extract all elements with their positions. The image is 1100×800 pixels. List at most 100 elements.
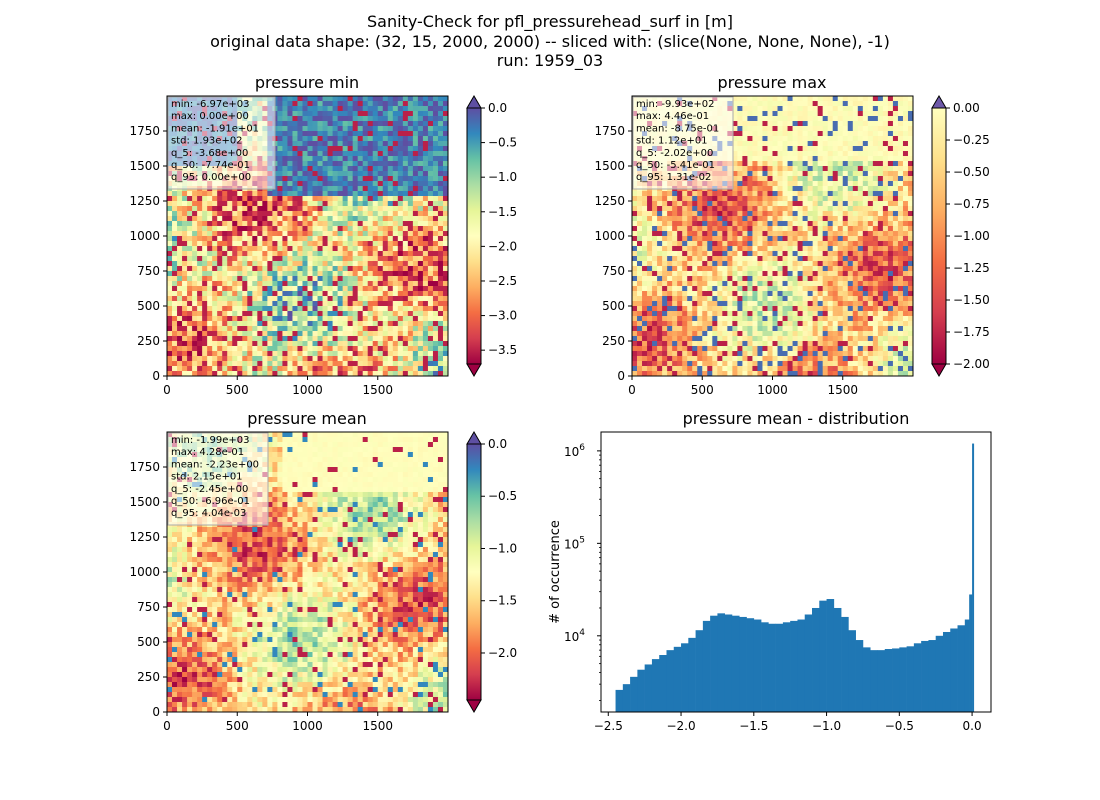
heatmap-cell bbox=[307, 371, 313, 377]
heatmap-cell bbox=[287, 311, 293, 317]
heatmap-cell bbox=[902, 241, 909, 247]
heatmap-cell bbox=[187, 356, 193, 362]
heatmap-cell bbox=[232, 361, 238, 367]
heatmap-cell bbox=[332, 256, 339, 262]
heatmap-cell bbox=[287, 116, 293, 122]
heatmap-cell bbox=[207, 261, 213, 267]
heatmap-cell bbox=[282, 271, 288, 277]
heatmap-cell bbox=[262, 231, 268, 237]
heatmap-cell bbox=[282, 281, 288, 287]
heatmap-cell bbox=[337, 281, 344, 287]
heatmap-cell bbox=[852, 131, 859, 137]
heatmap-cell bbox=[347, 221, 354, 227]
heatmap-cell bbox=[407, 151, 414, 157]
heatmap-cell bbox=[742, 191, 748, 197]
heatmap-cell bbox=[317, 251, 323, 257]
heatmap-cell bbox=[327, 291, 333, 297]
heatmap-cell bbox=[422, 371, 429, 377]
heatmap-cell bbox=[647, 206, 653, 212]
heatmap-cell bbox=[772, 191, 778, 197]
heatmap-cell bbox=[402, 181, 409, 187]
heatmap-cell bbox=[747, 241, 753, 247]
heatmap-cell bbox=[417, 286, 424, 292]
heatmap-cell bbox=[692, 221, 698, 227]
heatmap-cell bbox=[407, 111, 414, 117]
heatmap-cell bbox=[312, 276, 318, 282]
heatmap-cell bbox=[837, 101, 844, 107]
heatmap-cell bbox=[267, 261, 273, 267]
heatmap-cell bbox=[392, 181, 399, 187]
heatmap-cell bbox=[682, 191, 688, 197]
heatmap-cell bbox=[182, 291, 188, 297]
heatmap-cell bbox=[817, 166, 824, 172]
heatmap-cell bbox=[377, 336, 384, 342]
heatmap-cell bbox=[332, 171, 339, 177]
heatmap-cell bbox=[802, 196, 809, 202]
heatmap-cell bbox=[382, 281, 389, 287]
heatmap-cell bbox=[372, 241, 379, 247]
heatmap-cell bbox=[832, 146, 839, 152]
heatmap-cell bbox=[752, 216, 758, 222]
heatmap-cell bbox=[317, 191, 323, 197]
heatmap-cell bbox=[412, 196, 419, 202]
heatmap-cell bbox=[237, 196, 243, 202]
heatmap-cell bbox=[437, 321, 444, 327]
heatmap-cell bbox=[717, 221, 723, 227]
heatmap-cell bbox=[217, 276, 223, 282]
heatmap-cell bbox=[337, 346, 344, 352]
heatmap-cell bbox=[422, 316, 429, 322]
heatmap-cell bbox=[432, 126, 439, 132]
heatmap-cell bbox=[687, 206, 693, 212]
heatmap-cell bbox=[312, 141, 318, 147]
heatmap-cell bbox=[732, 146, 738, 152]
heatmap-cell bbox=[317, 206, 323, 212]
heatmap-cell bbox=[347, 206, 354, 212]
heatmap-cell bbox=[372, 256, 379, 262]
heatmap-cell bbox=[722, 201, 728, 207]
heatmap-cell bbox=[417, 361, 424, 367]
heatmap-cell bbox=[697, 211, 703, 217]
heatmap-cell bbox=[412, 321, 419, 327]
heatmap-cell bbox=[372, 321, 379, 327]
heatmap-cell bbox=[757, 111, 763, 117]
heatmap-cell bbox=[357, 251, 364, 257]
heatmap-cell bbox=[357, 186, 364, 192]
heatmap-cell bbox=[852, 236, 859, 242]
heatmap-cell bbox=[367, 126, 374, 132]
heatmap-cell bbox=[407, 341, 414, 347]
heatmap-cell bbox=[177, 211, 183, 217]
heatmap-cell bbox=[302, 316, 308, 322]
heatmap-cell bbox=[887, 126, 894, 132]
heatmap-cell bbox=[442, 116, 449, 122]
heatmap-cell bbox=[862, 216, 869, 222]
heatmap-cell bbox=[307, 286, 313, 292]
heatmap-cell bbox=[287, 211, 293, 217]
heatmap-cell bbox=[172, 296, 178, 302]
heatmap-cell bbox=[287, 361, 293, 367]
heatmap-cell bbox=[907, 251, 914, 257]
heatmap-cell bbox=[442, 136, 449, 142]
heatmap-cell bbox=[897, 241, 904, 247]
heatmap-cell bbox=[252, 341, 258, 347]
heatmap-cell bbox=[187, 346, 193, 352]
heatmap-cell bbox=[867, 246, 874, 252]
heatmap-cell bbox=[197, 266, 203, 272]
heatmap-cell bbox=[672, 251, 678, 257]
heatmap-cell bbox=[357, 326, 364, 332]
heatmap-cell bbox=[877, 186, 884, 192]
heatmap-cell bbox=[387, 291, 394, 297]
heatmap-cell bbox=[402, 226, 409, 232]
heatmap-cell bbox=[412, 366, 419, 372]
heatmap-cell bbox=[422, 306, 429, 312]
heatmap-cell bbox=[757, 151, 763, 157]
heatmap-cell bbox=[302, 266, 308, 272]
heatmap-cell bbox=[372, 266, 379, 272]
heatmap-cell bbox=[212, 216, 218, 222]
heatmap-cell bbox=[362, 361, 369, 367]
heatmap-cell bbox=[222, 251, 228, 257]
heatmap-cell bbox=[282, 256, 288, 262]
heatmap-cell bbox=[402, 146, 409, 152]
heatmap-cell bbox=[307, 341, 313, 347]
heatmap-cell bbox=[877, 171, 884, 177]
heatmap-cell bbox=[437, 356, 444, 362]
